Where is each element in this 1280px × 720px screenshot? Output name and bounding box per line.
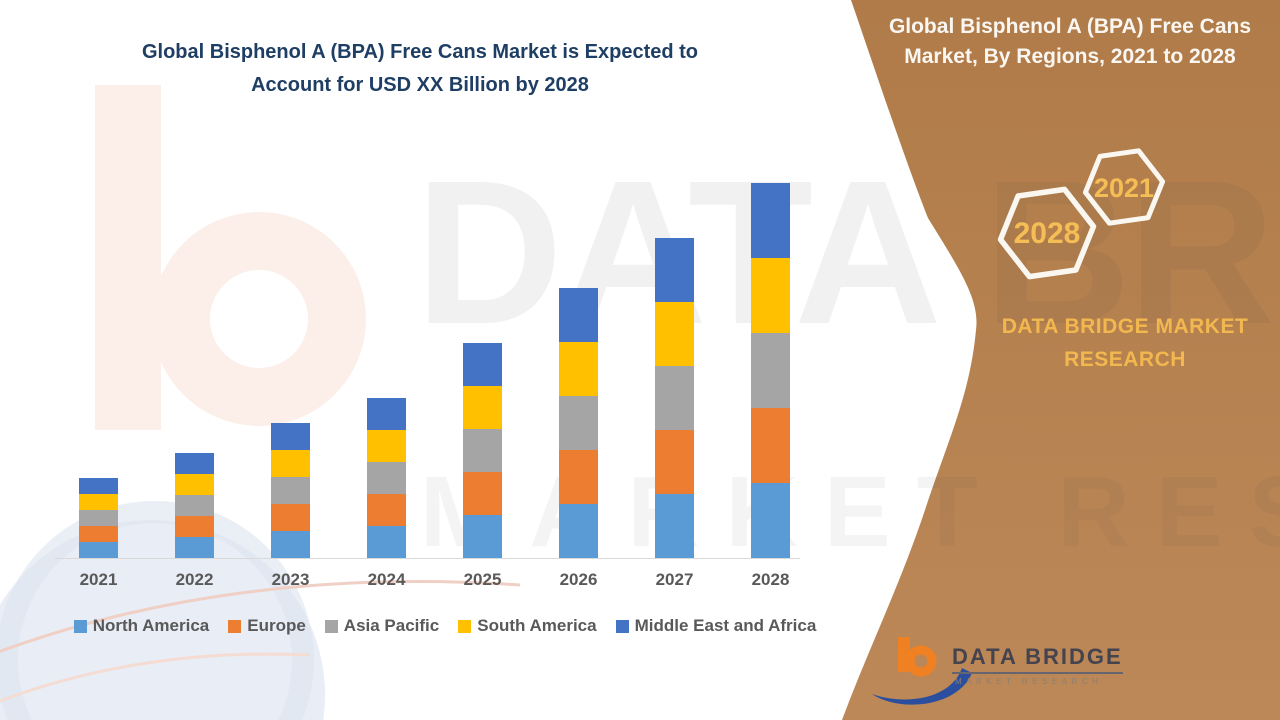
segment-middle-east-and-africa-2023 xyxy=(271,423,310,450)
segment-europe-2026 xyxy=(559,450,598,504)
bar-2028 xyxy=(751,183,790,558)
segment-europe-2024 xyxy=(367,494,406,526)
chart-title: Global Bisphenol A (BPA) Free Cans Marke… xyxy=(141,41,699,96)
legend-item-middle-east-and-africa: Middle East and Africa xyxy=(615,616,817,636)
legend-label: Middle East and Africa xyxy=(634,616,817,635)
segment-asia-pacific-2023 xyxy=(271,477,310,504)
x-axis-label-2022: 2022 xyxy=(175,570,214,589)
bar-2024 xyxy=(367,398,406,558)
segment-asia-pacific-2028 xyxy=(751,333,790,408)
segment-south-america-2021 xyxy=(79,494,118,510)
bar-2025 xyxy=(463,343,502,558)
segment-north-america-2022 xyxy=(175,537,214,558)
segment-europe-2023 xyxy=(271,504,310,531)
x-axis-label-2026: 2026 xyxy=(559,570,598,589)
segment-europe-2027 xyxy=(655,430,694,494)
segment-asia-pacific-2025 xyxy=(463,429,502,472)
legend-swatch-icon xyxy=(324,619,338,633)
legend-item-asia-pacific: Asia Pacific xyxy=(324,616,440,636)
brand-text: DATA BRIDGE MARKET RESEARCH xyxy=(1001,315,1249,371)
x-axis-label-2028: 2028 xyxy=(751,570,790,589)
watermark-logo-b-stem xyxy=(95,85,161,430)
segment-north-america-2025 xyxy=(463,515,502,558)
legend-item-europe: Europe xyxy=(228,616,306,636)
legend-swatch-icon xyxy=(73,619,87,633)
segment-south-america-2028 xyxy=(751,258,790,333)
bar-2021 xyxy=(79,478,118,558)
plot-area: 2021 2022 2023 2024 2025 2026 2027 2028 xyxy=(79,183,790,589)
segment-middle-east-and-africa-2025 xyxy=(463,343,502,386)
segment-south-america-2027 xyxy=(655,302,694,366)
segment-asia-pacific-2026 xyxy=(559,396,598,450)
segment-south-america-2022 xyxy=(175,474,214,495)
x-axis-label-2023: 2023 xyxy=(271,570,310,589)
legend-label: North America xyxy=(92,616,210,635)
segment-middle-east-and-africa-2026 xyxy=(559,288,598,342)
legend-label: Europe xyxy=(247,616,306,635)
segment-asia-pacific-2024 xyxy=(367,462,406,494)
segment-europe-2028 xyxy=(751,408,790,483)
segment-middle-east-and-africa-2028 xyxy=(751,183,790,258)
segment-north-america-2021 xyxy=(79,542,118,558)
footer-brand-sub: MARKET RESEARCH xyxy=(955,677,1103,686)
segment-middle-east-and-africa-2021 xyxy=(79,478,118,494)
segment-north-america-2027 xyxy=(655,494,694,558)
footer-brand-name: DATA BRIDGE xyxy=(952,644,1123,674)
segment-north-america-2028 xyxy=(751,483,790,558)
bar-2027 xyxy=(655,238,694,558)
x-axis-label-2025: 2025 xyxy=(463,570,502,589)
legend-item-south-america: South America xyxy=(458,616,597,636)
segment-middle-east-and-africa-2022 xyxy=(175,453,214,474)
segment-middle-east-and-africa-2024 xyxy=(367,398,406,430)
bar-2023 xyxy=(271,423,310,558)
legend-label: South America xyxy=(477,616,597,635)
segment-europe-2022 xyxy=(175,516,214,537)
segment-asia-pacific-2027 xyxy=(655,366,694,430)
db-logo-b-bowl-icon xyxy=(905,645,937,677)
x-axis-label-2021: 2021 xyxy=(79,570,118,589)
legend-swatch-icon xyxy=(615,619,629,633)
segment-north-america-2026 xyxy=(559,504,598,558)
chart-legend: North America Europe Asia Pacific South Ame… xyxy=(40,616,850,636)
legend-swatch-icon xyxy=(458,619,472,633)
segment-asia-pacific-2022 xyxy=(175,495,214,516)
bar-2022 xyxy=(175,453,214,558)
legend-swatch-icon xyxy=(228,619,242,633)
segment-north-america-2023 xyxy=(271,531,310,558)
legend-item-north-america: North America xyxy=(73,616,210,636)
segment-south-america-2024 xyxy=(367,430,406,462)
legend-label: Asia Pacific xyxy=(343,616,440,635)
segment-middle-east-and-africa-2027 xyxy=(655,238,694,302)
segment-north-america-2024 xyxy=(367,526,406,558)
x-axis-label-2024: 2024 xyxy=(367,570,406,589)
x-axis-label-2027: 2027 xyxy=(655,570,694,589)
segment-south-america-2026 xyxy=(559,342,598,396)
segment-south-america-2025 xyxy=(463,386,502,429)
x-axis-baseline xyxy=(55,558,800,559)
segment-europe-2021 xyxy=(79,526,118,542)
segment-south-america-2023 xyxy=(271,450,310,477)
segment-asia-pacific-2021 xyxy=(79,510,118,526)
side-panel-title: Global Bisphenol A (BPA) Free Cans Marke… xyxy=(888,15,1252,68)
db-logo-b-stem-icon xyxy=(898,637,910,672)
bar-2026 xyxy=(559,288,598,558)
segment-europe-2025 xyxy=(463,472,502,515)
